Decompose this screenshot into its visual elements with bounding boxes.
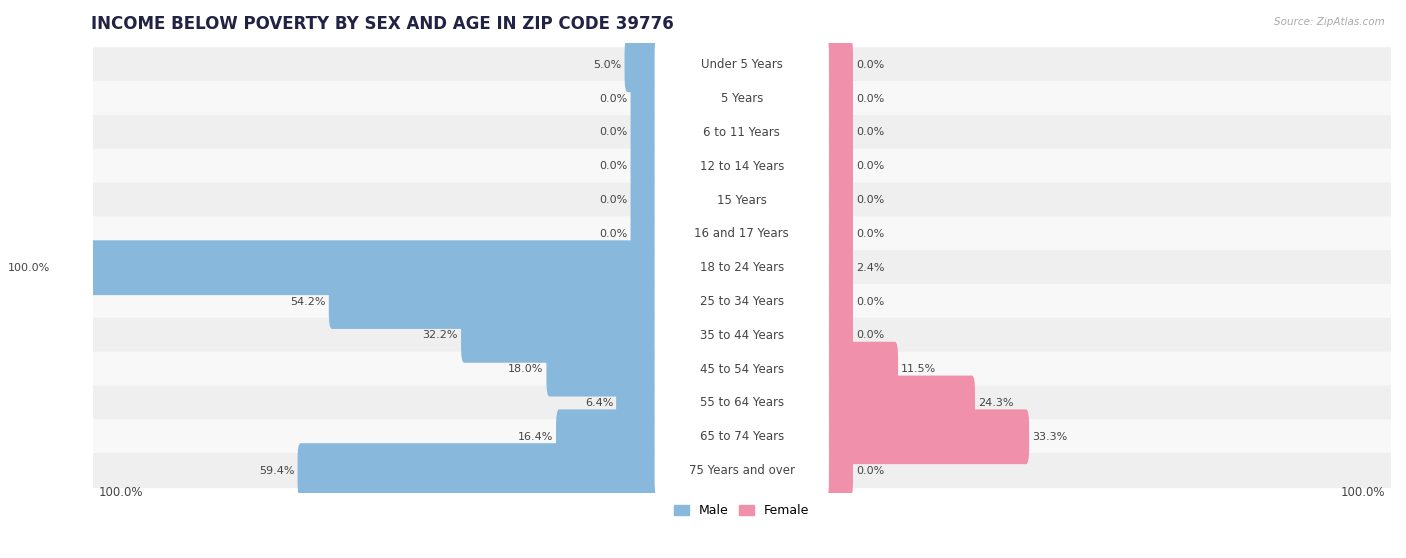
- Text: 0.0%: 0.0%: [599, 161, 627, 171]
- FancyBboxPatch shape: [555, 410, 661, 464]
- FancyBboxPatch shape: [823, 105, 853, 160]
- Text: 75 Years and over: 75 Years and over: [689, 464, 794, 477]
- FancyBboxPatch shape: [298, 443, 661, 498]
- Text: 100.0%: 100.0%: [1340, 486, 1385, 499]
- FancyBboxPatch shape: [655, 308, 830, 363]
- FancyBboxPatch shape: [823, 341, 898, 397]
- Text: 45 to 54 Years: 45 to 54 Years: [700, 363, 783, 376]
- Text: 33.3%: 33.3%: [1032, 432, 1067, 442]
- Text: 0.0%: 0.0%: [856, 60, 884, 70]
- Text: 0.0%: 0.0%: [599, 127, 627, 137]
- FancyBboxPatch shape: [630, 173, 661, 228]
- Text: 100.0%: 100.0%: [8, 263, 51, 273]
- Text: 35 to 44 Years: 35 to 44 Years: [700, 329, 783, 342]
- FancyBboxPatch shape: [823, 206, 853, 261]
- Text: 54.2%: 54.2%: [290, 296, 326, 306]
- FancyBboxPatch shape: [616, 376, 661, 430]
- Text: 2.4%: 2.4%: [856, 263, 884, 273]
- FancyBboxPatch shape: [823, 443, 853, 498]
- FancyBboxPatch shape: [823, 139, 853, 194]
- FancyBboxPatch shape: [655, 71, 830, 126]
- Text: Source: ZipAtlas.com: Source: ZipAtlas.com: [1274, 17, 1385, 27]
- Text: 0.0%: 0.0%: [856, 229, 884, 239]
- Text: 15 Years: 15 Years: [717, 194, 766, 206]
- FancyBboxPatch shape: [655, 410, 830, 464]
- FancyBboxPatch shape: [823, 376, 974, 430]
- Text: 18 to 24 Years: 18 to 24 Years: [700, 261, 785, 274]
- Text: 6 to 11 Years: 6 to 11 Years: [703, 126, 780, 139]
- Text: 0.0%: 0.0%: [599, 94, 627, 104]
- FancyBboxPatch shape: [655, 274, 830, 329]
- FancyBboxPatch shape: [655, 105, 830, 160]
- Text: 100.0%: 100.0%: [98, 486, 143, 499]
- FancyBboxPatch shape: [461, 308, 661, 363]
- Text: 5.0%: 5.0%: [593, 60, 621, 70]
- FancyBboxPatch shape: [655, 206, 830, 261]
- FancyBboxPatch shape: [823, 240, 853, 295]
- FancyBboxPatch shape: [93, 250, 1391, 285]
- FancyBboxPatch shape: [823, 410, 1029, 464]
- FancyBboxPatch shape: [823, 71, 853, 126]
- FancyBboxPatch shape: [624, 37, 661, 92]
- Text: 25 to 34 Years: 25 to 34 Years: [700, 295, 783, 308]
- FancyBboxPatch shape: [329, 274, 661, 329]
- FancyBboxPatch shape: [655, 139, 830, 194]
- Text: 0.0%: 0.0%: [856, 195, 884, 205]
- FancyBboxPatch shape: [630, 206, 661, 261]
- Text: 65 to 74 Years: 65 to 74 Years: [700, 430, 785, 443]
- FancyBboxPatch shape: [655, 37, 830, 92]
- FancyBboxPatch shape: [93, 182, 1391, 218]
- Text: 0.0%: 0.0%: [856, 94, 884, 104]
- FancyBboxPatch shape: [93, 318, 1391, 353]
- Legend: Male, Female: Male, Female: [669, 499, 814, 522]
- FancyBboxPatch shape: [93, 352, 1391, 387]
- Text: 16.4%: 16.4%: [517, 432, 553, 442]
- Text: 0.0%: 0.0%: [856, 127, 884, 137]
- FancyBboxPatch shape: [93, 419, 1391, 454]
- FancyBboxPatch shape: [823, 37, 853, 92]
- Text: 0.0%: 0.0%: [599, 229, 627, 239]
- Text: 5 Years: 5 Years: [721, 92, 763, 105]
- Text: 0.0%: 0.0%: [856, 330, 884, 340]
- Text: 24.3%: 24.3%: [979, 398, 1014, 408]
- Text: 0.0%: 0.0%: [856, 465, 884, 475]
- Text: 11.5%: 11.5%: [901, 364, 936, 374]
- FancyBboxPatch shape: [823, 308, 853, 363]
- FancyBboxPatch shape: [655, 240, 830, 295]
- FancyBboxPatch shape: [93, 453, 1391, 488]
- FancyBboxPatch shape: [547, 341, 661, 397]
- Text: 6.4%: 6.4%: [585, 398, 613, 408]
- Text: 0.0%: 0.0%: [599, 195, 627, 205]
- Text: 59.4%: 59.4%: [259, 465, 294, 475]
- Text: 32.2%: 32.2%: [423, 330, 458, 340]
- FancyBboxPatch shape: [93, 115, 1391, 150]
- FancyBboxPatch shape: [93, 386, 1391, 421]
- Text: 0.0%: 0.0%: [856, 161, 884, 171]
- FancyBboxPatch shape: [630, 105, 661, 160]
- Text: 55 to 64 Years: 55 to 64 Years: [700, 397, 783, 410]
- FancyBboxPatch shape: [655, 443, 830, 498]
- FancyBboxPatch shape: [630, 139, 661, 194]
- FancyBboxPatch shape: [823, 173, 853, 228]
- FancyBboxPatch shape: [93, 47, 1391, 83]
- Text: 0.0%: 0.0%: [856, 296, 884, 306]
- FancyBboxPatch shape: [93, 217, 1391, 252]
- FancyBboxPatch shape: [93, 149, 1391, 184]
- Text: Under 5 Years: Under 5 Years: [700, 59, 783, 71]
- Text: INCOME BELOW POVERTY BY SEX AND AGE IN ZIP CODE 39776: INCOME BELOW POVERTY BY SEX AND AGE IN Z…: [91, 15, 673, 33]
- Text: 16 and 17 Years: 16 and 17 Years: [695, 228, 789, 240]
- FancyBboxPatch shape: [630, 71, 661, 126]
- FancyBboxPatch shape: [823, 274, 853, 329]
- FancyBboxPatch shape: [93, 284, 1391, 319]
- Text: 18.0%: 18.0%: [508, 364, 543, 374]
- FancyBboxPatch shape: [655, 173, 830, 228]
- FancyBboxPatch shape: [655, 341, 830, 397]
- Text: 12 to 14 Years: 12 to 14 Years: [700, 160, 785, 173]
- FancyBboxPatch shape: [93, 81, 1391, 116]
- FancyBboxPatch shape: [655, 376, 830, 430]
- FancyBboxPatch shape: [53, 240, 661, 295]
